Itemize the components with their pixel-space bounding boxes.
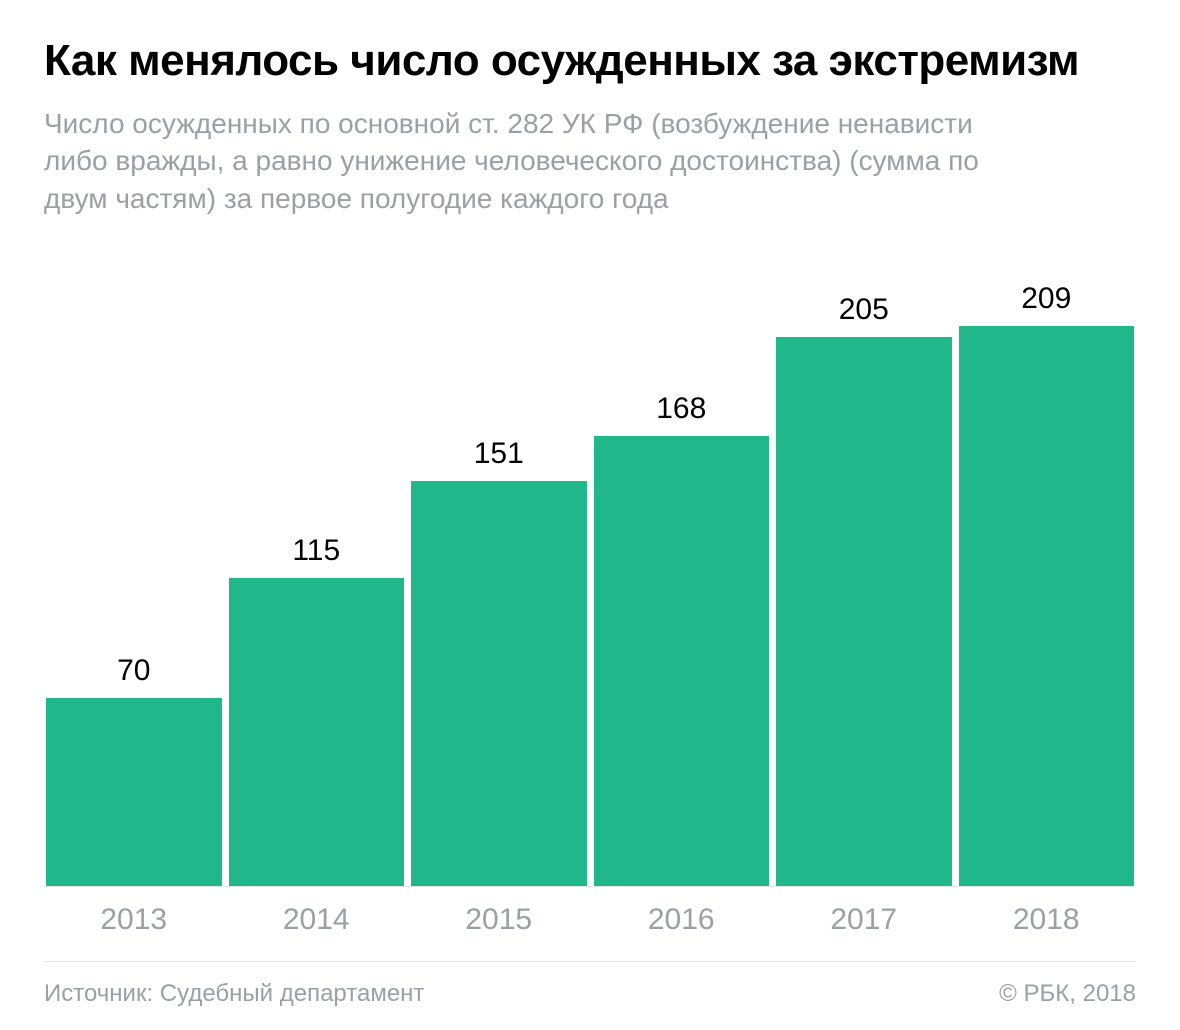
bar	[776, 337, 952, 886]
bar-slot: 168	[594, 248, 770, 886]
x-axis-tick: 2014	[229, 903, 405, 937]
chart-container: Как менялось число осужденных за экстрем…	[0, 0, 1180, 1030]
bar	[411, 481, 587, 886]
x-axis-tick: 2013	[46, 903, 222, 937]
bar-slot: 115	[229, 248, 405, 886]
bar-slot: 70	[46, 248, 222, 886]
x-axis-tick: 2016	[594, 903, 770, 937]
bar	[594, 436, 770, 886]
x-axis-tick: 2017	[776, 903, 952, 937]
chart-title: Как менялось число осужденных за экстрем…	[44, 36, 1136, 87]
bar-slot: 151	[411, 248, 587, 886]
bar-value-label: 209	[1021, 282, 1071, 316]
x-axis-tick: 2018	[959, 903, 1135, 937]
x-axis-tick: 2015	[411, 903, 587, 937]
bar-value-label: 70	[117, 654, 150, 688]
copyright-label: © РБК, 2018	[999, 980, 1136, 1008]
bar-value-label: 205	[839, 293, 889, 327]
bar	[959, 326, 1135, 886]
bar	[229, 578, 405, 886]
bar-slot: 209	[959, 248, 1135, 886]
bar-value-label: 168	[656, 392, 706, 426]
bar-value-label: 151	[474, 437, 524, 471]
chart-subtitle: Число осужденных по основной ст. 282 УК …	[44, 105, 1024, 218]
bar-slot: 205	[776, 248, 952, 886]
bar-chart: 70 115 151 168 205 209	[44, 248, 1136, 887]
bar	[46, 698, 222, 886]
chart-footer: Источник: Судебный департамент © РБК, 20…	[44, 961, 1136, 1030]
x-axis: 201320142015201620172018	[44, 887, 1136, 961]
source-label: Источник: Судебный департамент	[44, 980, 424, 1008]
bar-value-label: 115	[292, 534, 340, 568]
